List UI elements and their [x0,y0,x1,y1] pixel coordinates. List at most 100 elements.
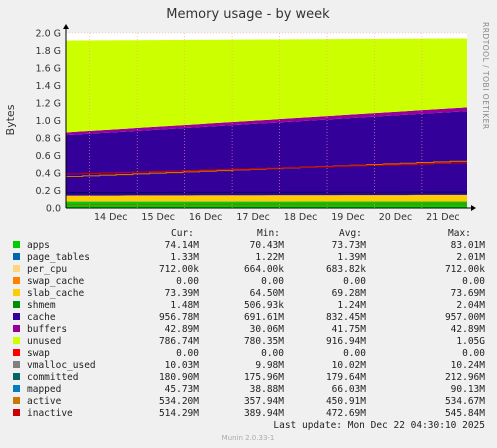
legend-avg-value: 450.91M [326,396,366,407]
legend-cur-value: 180.90M [159,372,199,383]
legend-min-value: 175.96M [244,372,284,383]
legend-cur-value: 74.14M [165,240,200,251]
last-update: Last update: Mon Dec 22 04:30:10 2025 [273,420,485,431]
legend-max-value: 212.96M [445,372,485,383]
legend-avg-value: 41.75M [332,324,367,335]
x-tick-label: 15 Dec [141,212,175,223]
legend-name: apps [27,240,50,251]
legend-avg-value: 0.00 [343,276,366,287]
legend-swatch-mapped [13,385,20,392]
legend-name: cache [27,312,56,323]
legend-min-value: 38.88M [250,384,285,395]
legend-avg-value: 69.28M [332,288,367,299]
area-cache [66,111,467,196]
legend-swatch-swap-cache [13,277,20,284]
legend-swatch-apps [13,241,20,248]
y-tick-label: 0.8 G [36,134,62,145]
legend-avg-value: 179.64M [326,372,366,383]
legend-swatch-page-tables [13,253,20,260]
area-slab-cache [66,194,467,202]
legend-avg-value: 683.82k [326,264,366,275]
legend-min-value: 9.98M [255,360,284,371]
legend-min-value: 64.50M [250,288,285,299]
legend-min-value: 691.61M [244,312,284,323]
legend-cur-value: 786.74M [159,336,199,347]
y-tick-label: 2.0 G [36,29,62,40]
legend-max-value: 0.00 [462,276,485,287]
x-axis-arrow [471,205,476,211]
column-cur-header: Cur: [171,228,194,239]
x-tick-label: 19 Dec [331,212,365,223]
column-max-header: Max: [448,228,471,239]
legend-min-value: 780.35M [244,336,284,347]
area-buffers [66,107,467,136]
legend-avg-value: 916.94M [326,336,366,347]
legend-max-value: 73.69M [451,288,486,299]
legend-cur-value: 73.39M [165,288,200,299]
legend-min-value: 1.22M [255,252,284,263]
legend-swatch-buffers [13,325,20,332]
legend-min-value: 0.00 [261,276,284,287]
y-tick-label: 1.4 G [36,81,62,92]
y-tick-label: 1.8 G [36,46,62,57]
legend-avg-value: 73.73M [332,240,367,251]
column-avg-header: Avg: [339,228,362,239]
y-tick-label: 1.6 G [36,64,62,75]
legend-name: page_tables [27,252,90,263]
legend-max-value: 712.00k [445,264,485,275]
legend-swatch-committed [13,373,20,380]
munin-version: Munin 2.0.33-1 [222,434,275,442]
x-tick-label: 16 Dec [189,212,223,223]
legend-swatch-cache [13,313,20,320]
legend-min-value: 357.94M [244,396,284,407]
legend-name: swap [27,348,50,359]
x-tick-label: 21 Dec [426,212,460,223]
legend-max-value: 83.01M [451,240,486,251]
area-unused [66,38,467,133]
legend-name: slab_cache [27,288,84,299]
legend-min-value: 506.93k [244,300,284,311]
legend-max-value: 0.00 [462,348,485,359]
legend-min-value: 70.43M [250,240,285,251]
legend-name: mapped [27,384,61,395]
legend-name: per_cpu [27,264,67,275]
legend-swatch-per-cpu [13,265,20,272]
line-mapped [66,203,467,206]
legend-max-value: 2.01M [456,252,485,263]
x-tick-label: 18 Dec [284,212,318,223]
legend-name: inactive [27,408,73,419]
legend-swatch-slab-cache [13,289,20,296]
legend-max-value: 957.00M [445,312,485,323]
legend-max-value: 2.04M [456,300,485,311]
legend-avg-value: 472.69M [326,408,366,419]
legend-swatch-shmem [13,301,20,308]
legend-cur-value: 712.00k [159,264,199,275]
legend-swatch-unused [13,337,20,344]
legend-cur-value: 956.78M [159,312,199,323]
legend-swatch-active [13,397,20,404]
legend-cur-value: 0.00 [176,348,199,359]
legend-max-value: 545.84M [445,408,485,419]
legend-swatch-swap [13,349,20,356]
line-inactive [66,162,467,175]
legend-name: active [27,396,62,407]
plot-area [63,24,476,211]
legend-cur-value: 534.20M [159,396,199,407]
legend-min-value: 389.94M [244,408,284,419]
legend-cur-value: 1.33M [170,252,199,263]
legend-min-value: 664.00k [244,264,284,275]
legend-cur-value: 0.00 [176,276,199,287]
y-tick-label: 1.0 G [36,116,62,127]
x-axis-ticks: 14 Dec 15 Dec 16 Dec 17 Dec 18 Dec 19 Dec 20 D… [94,212,460,223]
x-tick-label: 14 Dec [94,212,128,223]
y-tick-label: 0.2 G [36,186,62,197]
legend-max-value: 90.13M [451,384,486,395]
y-axis-ticks: 0.0 0.2 G 0.4 G 0.6 G 0.8 G 1.0 G 1.2 G 1.4 G 1.… [36,29,62,215]
legend-table: apps 74.14M 70.43M 73.73M 83.01M page_tables 1… [13,240,485,419]
rrdtool-side-label: RRDTOOL / TOBI OETIKER [481,22,490,130]
legend-cur-value: 42.89M [165,324,200,335]
legend-name: committed [27,372,78,383]
legend-name: buffers [27,324,67,335]
legend-avg-value: 10.02M [332,360,367,371]
